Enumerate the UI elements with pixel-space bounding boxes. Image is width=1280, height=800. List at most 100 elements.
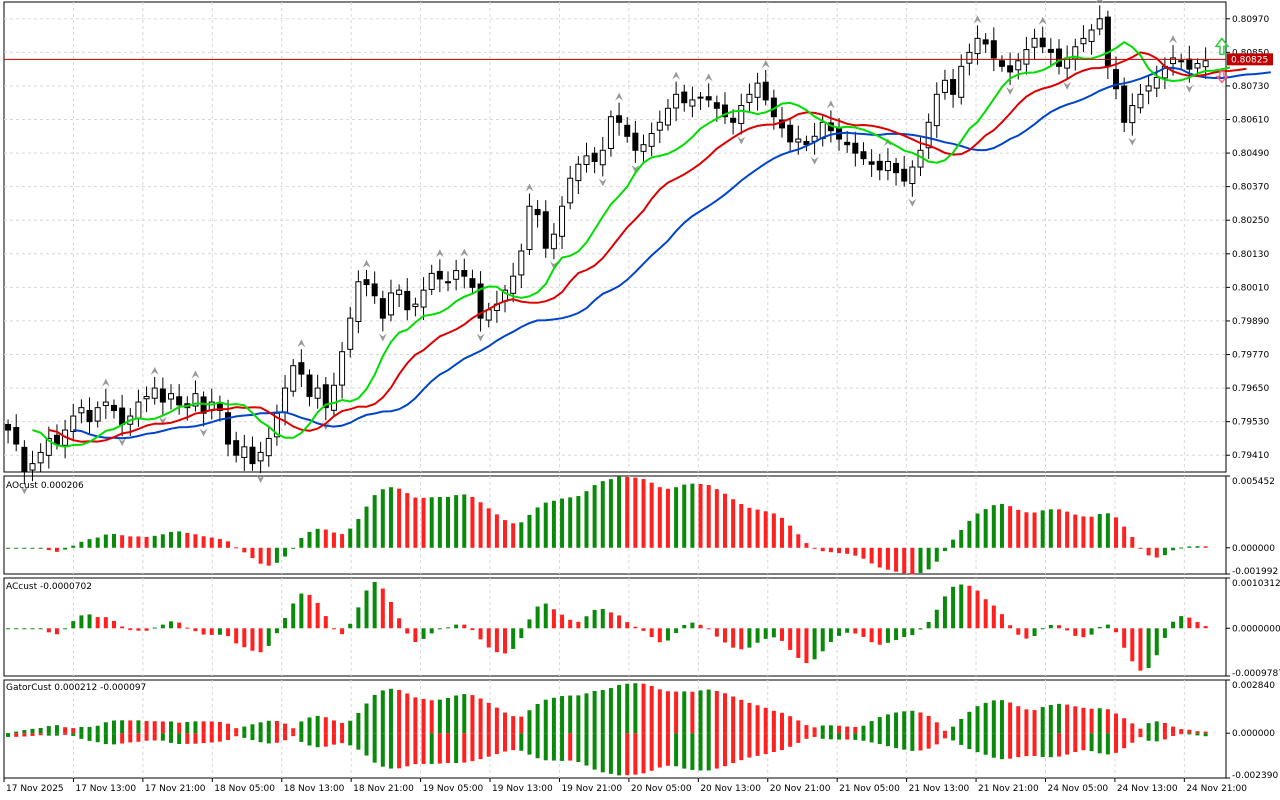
- ac-bar: [926, 621, 931, 629]
- ac-bar: [201, 628, 206, 635]
- fractal-up-marker: [826, 100, 835, 109]
- ao-bar: [120, 535, 125, 548]
- price-panel[interactable]: [4, 0, 1271, 495]
- fractal-down-marker: [1128, 137, 1137, 146]
- ac-bar: [364, 590, 369, 629]
- candle: [673, 81, 680, 122]
- gator-upper-bar: [1154, 721, 1159, 734]
- gator-upper-bar: [462, 694, 467, 734]
- gator-lower-bar: [160, 733, 165, 741]
- ac-bar: [454, 624, 459, 629]
- gator-lower-bar: [340, 733, 345, 744]
- ao-bar: [1016, 509, 1021, 548]
- ac-bar: [608, 612, 613, 629]
- ao-bar: [79, 541, 84, 548]
- time-tick-label: 18 Nov 13:00: [284, 784, 345, 794]
- candle: [762, 70, 769, 106]
- ac-bar: [1162, 628, 1167, 638]
- gator-lower-bar: [918, 733, 923, 751]
- ao-bar: [372, 495, 377, 548]
- ac-bar: [1073, 628, 1078, 636]
- candle: [62, 419, 69, 459]
- gator-lower-bar: [869, 733, 874, 743]
- candle: [550, 223, 557, 260]
- gator-upper-bar: [592, 690, 597, 734]
- gator-upper-bar: [234, 728, 239, 734]
- ao-panel[interactable]: [6, 476, 1208, 575]
- ao-bar: [861, 547, 866, 559]
- gator-upper-bar: [812, 727, 817, 734]
- gator-upper-bar: [511, 716, 516, 734]
- ao-bar: [413, 497, 418, 548]
- gator-upper-bar: [128, 720, 133, 734]
- gator-lower-bar: [291, 733, 296, 737]
- ao-bar: [266, 547, 271, 566]
- gator-lower-bar: [30, 733, 35, 736]
- gator-lower-bar: [274, 733, 279, 743]
- ao-bar: [242, 547, 247, 553]
- candle: [648, 122, 655, 157]
- candle: [412, 297, 419, 317]
- gator-upper-bar: [608, 688, 613, 734]
- ao-bar: [1056, 509, 1061, 548]
- ac-bar: [641, 628, 646, 631]
- gator-upper-bar: [1195, 731, 1200, 734]
- gator-lower-bar: [217, 733, 222, 742]
- gator-lower-bar: [584, 733, 589, 766]
- ac-bar: [274, 628, 279, 634]
- gator-upper-bar: [885, 714, 890, 734]
- gator-lower-bar: [780, 733, 785, 751]
- ao-bar: [429, 497, 434, 548]
- gator-lower-bar: [1195, 733, 1200, 736]
- gator-lower-bar: [486, 733, 491, 757]
- gator-upper-bar: [739, 699, 744, 734]
- ac-bar: [331, 628, 336, 630]
- ao-bar: [608, 479, 613, 548]
- fractal-up-marker: [761, 60, 770, 69]
- ao-bar: [812, 547, 817, 549]
- gator-lower-bar: [845, 733, 850, 740]
- ao-bar: [674, 487, 679, 548]
- ac-bar: [177, 622, 182, 629]
- gator-lower-bar: [169, 733, 174, 743]
- gator-panel[interactable]: [6, 683, 1208, 776]
- ac-bar: [372, 581, 377, 629]
- gator-upper-bar: [454, 695, 459, 734]
- gator-upper-bar: [1179, 729, 1184, 734]
- candle: [1104, 10, 1111, 80]
- gator-upper-bar: [429, 700, 434, 734]
- ao-bar: [144, 536, 149, 548]
- gator-lower-bar: [1179, 733, 1184, 735]
- ao-bar: [551, 500, 556, 548]
- ac-bar: [967, 585, 972, 629]
- ao-bar: [535, 507, 540, 548]
- candle: [1194, 58, 1201, 76]
- candle: [640, 134, 647, 162]
- ac-bar: [144, 628, 149, 631]
- candle: [1129, 93, 1136, 136]
- gator-lower-bar: [1097, 733, 1102, 754]
- ao-bar: [128, 536, 133, 548]
- ac-bar: [503, 628, 508, 654]
- ao-bar: [576, 496, 581, 548]
- ao-bar: [462, 494, 467, 548]
- ao-bar: [299, 537, 304, 548]
- ac-bar: [975, 590, 980, 629]
- ao-bar: [690, 483, 695, 548]
- gator-upper-bar: [120, 720, 125, 734]
- candle: [925, 113, 932, 159]
- ac-bar: [1171, 621, 1176, 629]
- gator-lower-bar: [1040, 733, 1045, 757]
- ac-bar: [617, 615, 622, 629]
- gator-lower-bar: [1171, 733, 1176, 736]
- time-tick-label: 21 Nov 21:00: [978, 784, 1039, 794]
- candle: [110, 399, 117, 419]
- gator-upper-bar: [902, 711, 907, 734]
- ac-panel[interactable]: [6, 581, 1208, 671]
- candle: [591, 147, 598, 174]
- ac-bar: [780, 628, 785, 641]
- ao-bar: [1179, 547, 1184, 549]
- gator-lower-bar: [682, 733, 687, 769]
- fractal-up-marker: [297, 339, 306, 348]
